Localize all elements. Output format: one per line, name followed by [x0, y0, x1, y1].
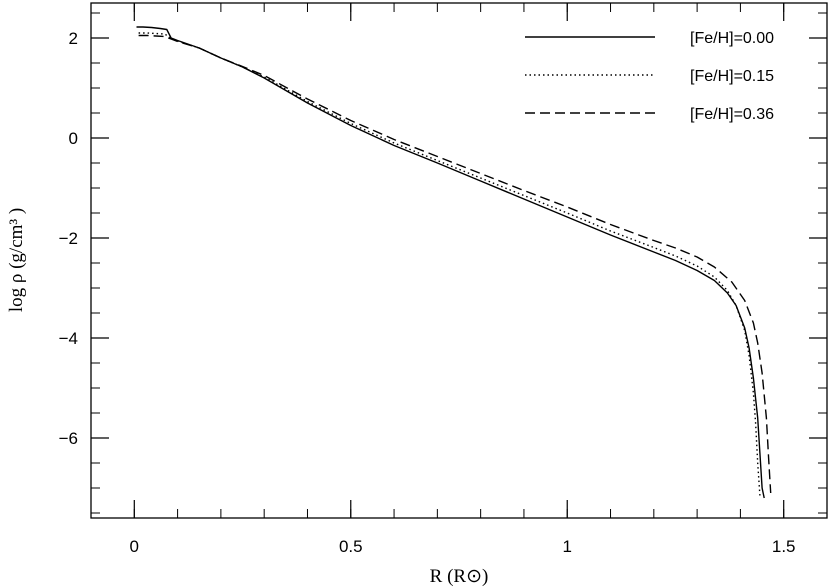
major-ticks [91, 3, 827, 518]
legend-label: [Fe/H]=0.36 [690, 106, 774, 123]
series-line-solid [136, 26, 765, 499]
x-tick-label: 1.5 [772, 537, 796, 556]
x-tick-label: 0.5 [339, 537, 363, 556]
y-tick-label: −2 [59, 229, 78, 248]
y-tick-label: −6 [59, 429, 78, 448]
y-tick-label: 0 [69, 129, 78, 148]
y-tick-label: −4 [59, 329, 78, 348]
x-tick-label: 0 [130, 537, 139, 556]
x-tick-label: 1 [563, 537, 572, 556]
series-lines [136, 26, 772, 499]
x-axis-title: R (R⊙) [430, 566, 489, 587]
legend: [Fe/H]=0.00 [Fe/H]=0.15 [Fe/H]=0.36 [525, 30, 774, 123]
plot-frame [90, 2, 828, 519]
tick-labels: 0 0.5 1 1.5 2 0 −2 −4 −6 [59, 29, 796, 556]
legend-label: [Fe/H]=0.15 [690, 68, 774, 85]
series-line-dotted [138, 32, 761, 496]
y-tick-label: 2 [69, 29, 78, 48]
y-axis-title: log ρ (g/cm³ ) [6, 208, 27, 312]
series-line-dashed [138, 34, 772, 494]
legend-label: [Fe/H]=0.00 [690, 30, 774, 47]
